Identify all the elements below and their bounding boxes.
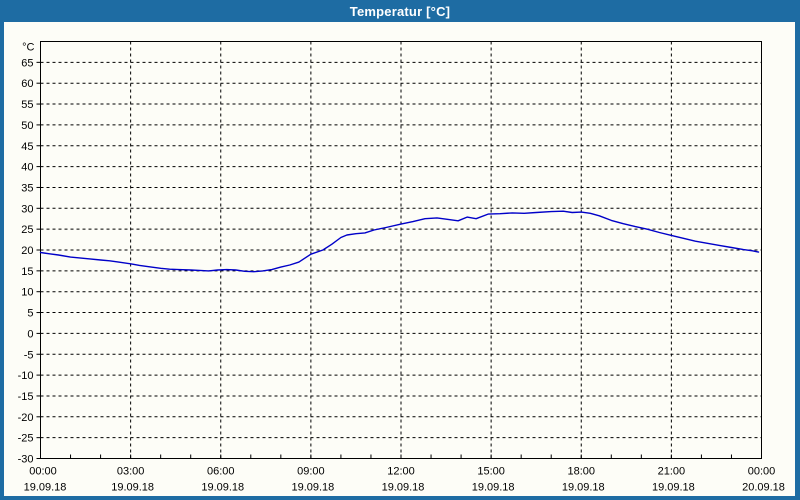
x-date-label: 20.09.18	[742, 482, 785, 494]
x-time-label: 00:00	[748, 466, 776, 478]
grid-lines	[40, 41, 762, 459]
y-tick-labels: 65605550454035302520151050-5-10-15-20-25…	[18, 57, 34, 465]
y-tick-label: 40	[21, 162, 33, 174]
y-tick-label: 50	[21, 120, 33, 132]
x-time-label: 06:00	[207, 466, 235, 478]
x-time-label: 21:00	[658, 466, 686, 478]
y-tick-label: 45	[21, 141, 33, 153]
x-time-label: 09:00	[297, 466, 325, 478]
y-tick-label: -5	[24, 349, 34, 361]
y-tick-label: 5	[27, 308, 33, 320]
window-border-right	[795, 22, 800, 500]
y-tick-label: -20	[18, 412, 34, 424]
y-tick-label: -25	[18, 433, 34, 445]
window-border-bottom	[0, 496, 800, 500]
x-date-label: 19.09.18	[111, 482, 154, 494]
axis-ticks	[36, 61, 732, 459]
temperature-line	[39, 210, 760, 273]
y-tick-label: 55	[21, 99, 33, 111]
y-tick-label: -15	[18, 391, 34, 403]
y-tick-label: 60	[21, 78, 33, 90]
window-title: Temperatur [°C]	[349, 3, 451, 19]
x-time-label: 00:00	[29, 466, 57, 478]
y-tick-label: 25	[21, 224, 33, 236]
y-tick-label: 30	[21, 203, 33, 215]
x-date-label: 19.09.18	[472, 482, 515, 494]
y-tick-label: 10	[21, 287, 33, 299]
x-date-label: 19.09.18	[382, 482, 425, 494]
window-titlebar[interactable]: Temperatur [°C]	[0, 0, 800, 22]
x-time-label: 12:00	[387, 466, 415, 478]
y-unit-label: °C	[22, 42, 34, 54]
x-tick-labels: 00:00 19.09.18 03:00 19.09.18 06:00 19.09.18 0…	[24, 466, 785, 494]
x-date-label: 19.09.18	[291, 482, 334, 494]
x-date-label: 19.09.18	[201, 482, 244, 494]
y-tick-label: 35	[21, 182, 33, 194]
y-tick-label: 20	[21, 245, 33, 257]
x-date-label: 19.09.18	[562, 482, 605, 494]
x-time-label: 18:00	[567, 466, 595, 478]
y-tick-label: -10	[18, 370, 34, 382]
x-time-label: 03:00	[117, 466, 145, 478]
y-tick-label: 65	[21, 57, 33, 69]
y-tick-label: 0	[27, 328, 33, 340]
y-tick-label: -30	[18, 454, 34, 466]
x-date-label: 19.09.18	[24, 482, 67, 494]
window-border-left	[0, 22, 4, 500]
x-time-label: 15:00	[477, 466, 505, 478]
y-tick-label: 15	[21, 266, 33, 278]
x-date-label: 19.09.18	[652, 482, 695, 494]
